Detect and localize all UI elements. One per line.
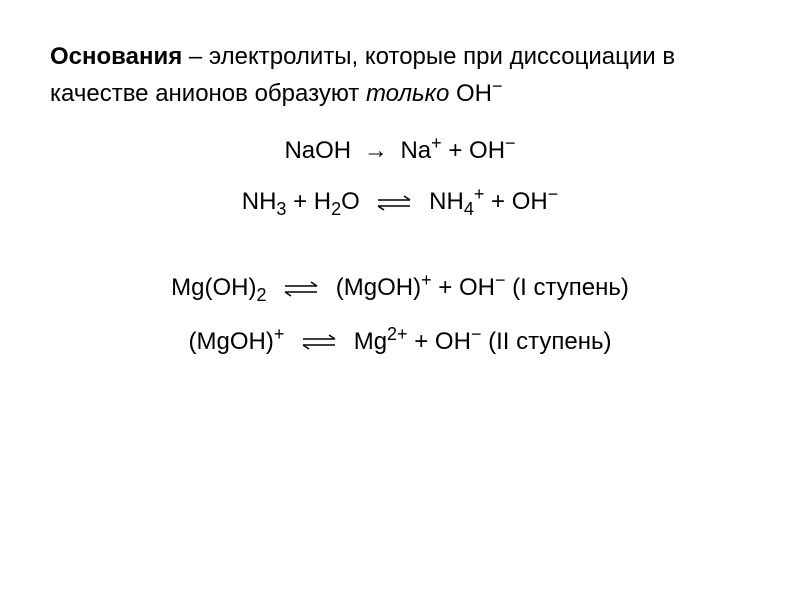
eq2-plus2: + OH — [484, 188, 547, 215]
def-only: только — [366, 80, 449, 107]
equation-2: NH3 + H2O NH4+ + OH− — [50, 181, 750, 223]
spacer — [50, 235, 750, 255]
equation-1: NaOH → Na+ + OH− — [50, 130, 750, 169]
eq1-rhs1: Na — [400, 137, 431, 164]
eq2-rhs1-sup: + — [474, 184, 485, 204]
eq1-rhs1-sup: + — [431, 133, 442, 153]
reversible-arrow-icon — [299, 332, 339, 352]
eq2-lhs2-sub: 2 — [331, 199, 341, 219]
eq2-rhs2-sup: − — [548, 184, 559, 204]
eq1-lhs: NaOH — [284, 137, 351, 164]
eq4-note: (II ступень) — [481, 328, 611, 355]
eq4-rhs2-sup: − — [471, 324, 482, 344]
reversible-arrow-icon — [374, 193, 414, 213]
eq2-rhs1-sub: 4 — [464, 199, 474, 219]
eq4-lhs: (MgOH) — [189, 328, 274, 355]
eq4-plus: + OH — [408, 328, 471, 355]
eq2-rhs1: NH — [429, 188, 464, 215]
eq1-rhs2: OH — [469, 137, 505, 164]
equation-3: Mg(OH)2 (MgOH)+ + OH− (I ступень) — [50, 267, 750, 309]
eq2-plus1: + H — [286, 188, 331, 215]
eq1-rhs2-sup: − — [505, 133, 516, 153]
eq4-rhs1-sup: 2+ — [387, 324, 408, 344]
definition-text: Основания – электролиты, которые при дис… — [50, 40, 750, 110]
forward-arrow-icon: → — [364, 133, 388, 169]
eq3-rhs2-sup: − — [495, 270, 506, 290]
eq2-lhs1: NH — [242, 188, 277, 215]
def-charge: − — [492, 76, 503, 96]
eq4-rhs1: Mg — [354, 328, 387, 355]
eq4-lhs-sup: + — [274, 324, 285, 344]
eq2-lhs2-rest: O — [341, 188, 360, 215]
term: Основания — [50, 43, 182, 70]
eq3-lhs-sub: 2 — [256, 285, 266, 305]
reversible-arrow-icon — [281, 279, 321, 299]
equation-4: (MgOH)+ Mg2+ + OH− (II ступень) — [50, 321, 750, 360]
eq1-plus: + — [442, 137, 469, 164]
eq3-lhs: Mg(OH) — [171, 274, 256, 301]
eq2-lhs1-sub: 3 — [276, 199, 286, 219]
eq3-plus: + OH — [432, 274, 495, 301]
eq3-rhs1-sup: + — [421, 270, 432, 290]
eq3-rhs1: (MgOH) — [336, 274, 421, 301]
dash: – — [182, 43, 209, 70]
def-body2: OH — [449, 80, 492, 107]
eq3-note: (I ступень) — [506, 274, 629, 301]
